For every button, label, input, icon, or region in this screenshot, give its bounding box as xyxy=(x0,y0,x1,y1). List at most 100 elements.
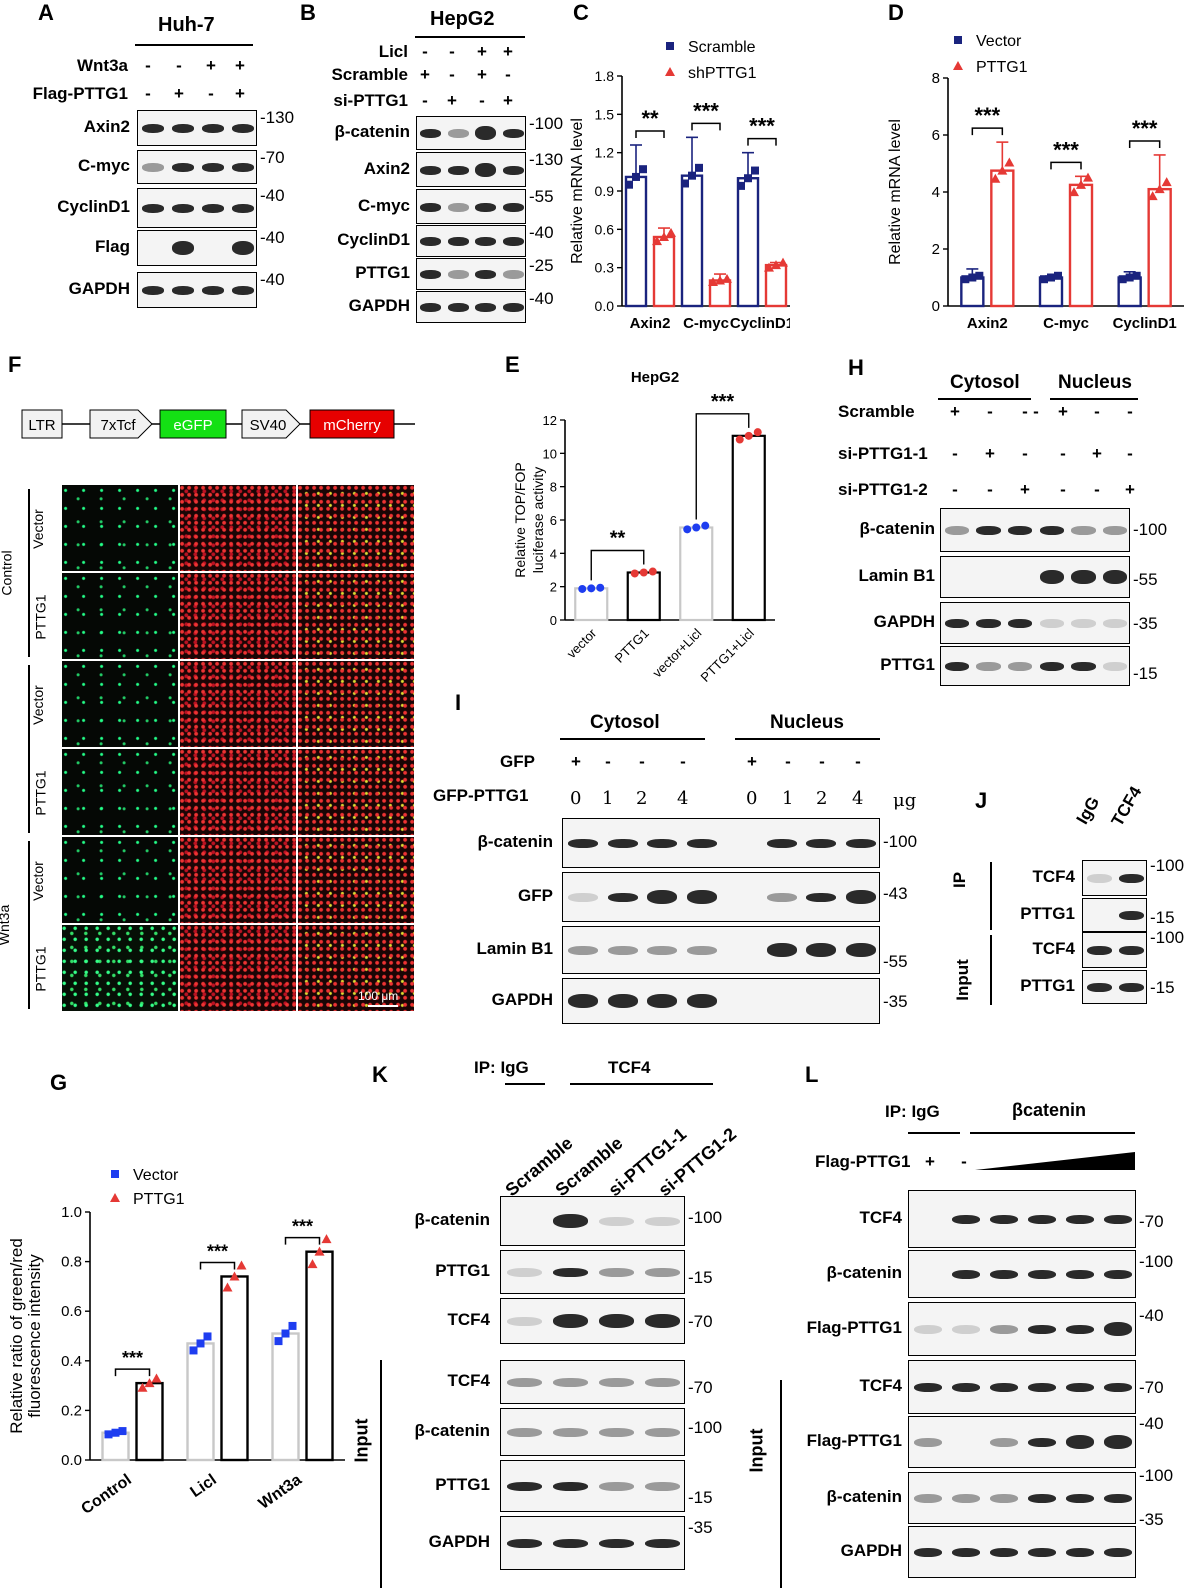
bar xyxy=(626,571,661,622)
band xyxy=(766,839,797,848)
significance-bracket xyxy=(1128,140,1161,148)
y-tick-label: 0.9 xyxy=(595,183,615,199)
y-tick-label: 0.6 xyxy=(595,221,615,237)
band xyxy=(1119,911,1145,920)
data-point xyxy=(771,260,781,270)
sign-signsH-2-2: + xyxy=(1020,480,1030,499)
blot-label-h-2: GAPDH xyxy=(873,612,935,631)
data-point xyxy=(722,273,732,283)
data-point xyxy=(236,1260,247,1270)
ip-igg-l: IP: IgG xyxy=(885,1102,940,1121)
blot-a-2 xyxy=(137,188,257,228)
sign-signsB-0-2: + xyxy=(477,42,487,61)
band xyxy=(976,526,1001,535)
dose-i-5: 1 xyxy=(782,788,794,809)
sign-signsI-0-4: + xyxy=(747,752,757,771)
band xyxy=(944,662,969,671)
micrograph-merge-1-1 xyxy=(298,749,414,835)
row-label-gfp-pttg1: GFP-PTTG1 xyxy=(433,786,529,805)
significance-label: *** xyxy=(1053,137,1079,162)
blot-a-0 xyxy=(137,110,257,146)
blot-label-j-2: TCF4 xyxy=(1032,939,1076,958)
band xyxy=(1065,1435,1095,1449)
band xyxy=(201,163,225,172)
group-label-licl: Licl xyxy=(0,738,3,760)
bar-pttg1 xyxy=(305,1250,334,1462)
legend-marker xyxy=(953,61,963,70)
mw-marker-i-0: -100 xyxy=(883,832,918,851)
blot-label-a-3: Flag xyxy=(95,237,130,256)
sign-signsB-1-0: + xyxy=(420,65,430,84)
data-point xyxy=(961,275,970,284)
y-tick-label: 0.8 xyxy=(61,1254,82,1271)
sign-signsH-0-3: + xyxy=(1058,402,1068,421)
band xyxy=(607,946,638,955)
data-point xyxy=(274,1337,283,1346)
blot-k-4 xyxy=(500,1408,685,1456)
micrograph-red-1-1 xyxy=(180,749,296,835)
mw-marker-i-3: -35 xyxy=(883,992,908,1011)
blot-label-l-5: β-catenin xyxy=(826,1487,902,1506)
data-point xyxy=(683,525,692,534)
band xyxy=(475,270,497,279)
band xyxy=(447,237,469,246)
micrograph-red-0-1 xyxy=(180,573,296,659)
band xyxy=(1103,1215,1133,1224)
y-tick-label: 0.0 xyxy=(595,298,615,314)
data-point xyxy=(281,1329,290,1338)
y-tick-label: 4 xyxy=(550,546,557,561)
data-point xyxy=(1118,275,1127,284)
band xyxy=(1008,662,1033,671)
panel-label-d: D xyxy=(888,0,904,25)
band xyxy=(1027,1494,1057,1503)
mw-marker-l-4: -40 xyxy=(1139,1414,1164,1433)
band xyxy=(231,163,255,172)
sign-signsB-0-0: - xyxy=(422,42,428,61)
data-point xyxy=(1161,177,1172,187)
chart-e: HepG2 0 2 4 6 8 10 12 Relative TOP/FOP luciferase… xyxy=(512,369,775,685)
blot-label-h-0: β-catenin xyxy=(859,519,935,538)
blot-label-k-2: TCF4 xyxy=(447,1310,491,1329)
lane-igg-j: IgG xyxy=(1072,793,1104,828)
band xyxy=(502,303,524,312)
blot-l-3 xyxy=(908,1360,1136,1414)
significance-label: *** xyxy=(292,1217,313,1237)
sign-signsB-1-1: - xyxy=(449,65,455,84)
blot-b-4 xyxy=(416,258,526,290)
data-point xyxy=(975,271,984,280)
band xyxy=(1086,983,1112,992)
data-point xyxy=(189,1346,198,1355)
mw-marker-h-1: -55 xyxy=(1133,570,1158,589)
data-point xyxy=(118,1427,127,1436)
significance-label: *** xyxy=(711,391,735,413)
panel-label-g: G xyxy=(50,1070,68,1095)
mw-marker-k-4: -100 xyxy=(688,1418,723,1437)
legend-marker xyxy=(666,42,674,50)
data-point xyxy=(744,431,753,440)
significance-label: *** xyxy=(122,1348,143,1368)
panel-label-c: C xyxy=(573,0,589,25)
blot-label-b-5: GAPDH xyxy=(348,296,410,315)
band xyxy=(806,839,837,848)
band xyxy=(447,303,469,312)
band xyxy=(1027,1383,1057,1392)
data-point xyxy=(688,171,696,180)
data-point xyxy=(1132,271,1141,280)
dose-i-3: 4 xyxy=(677,788,689,809)
data-point xyxy=(968,273,977,282)
blot-j-0 xyxy=(1082,860,1147,896)
blot-label-l-0: TCF4 xyxy=(859,1208,903,1227)
band xyxy=(141,163,165,172)
x-tick-label: CyclinD1 xyxy=(730,315,790,332)
band xyxy=(231,241,255,255)
panel-label-l: L xyxy=(805,1062,819,1087)
band xyxy=(1071,526,1096,535)
data-point xyxy=(1083,172,1093,182)
band xyxy=(599,1314,635,1328)
significance-label: *** xyxy=(693,98,719,123)
input-label-k: Input xyxy=(351,1418,372,1463)
x-tick-label: C-myc xyxy=(1043,315,1089,332)
sign-signsH-1-0: - xyxy=(952,444,958,463)
blot-label-h-1: Lamin B1 xyxy=(858,566,935,585)
band xyxy=(1008,619,1033,628)
